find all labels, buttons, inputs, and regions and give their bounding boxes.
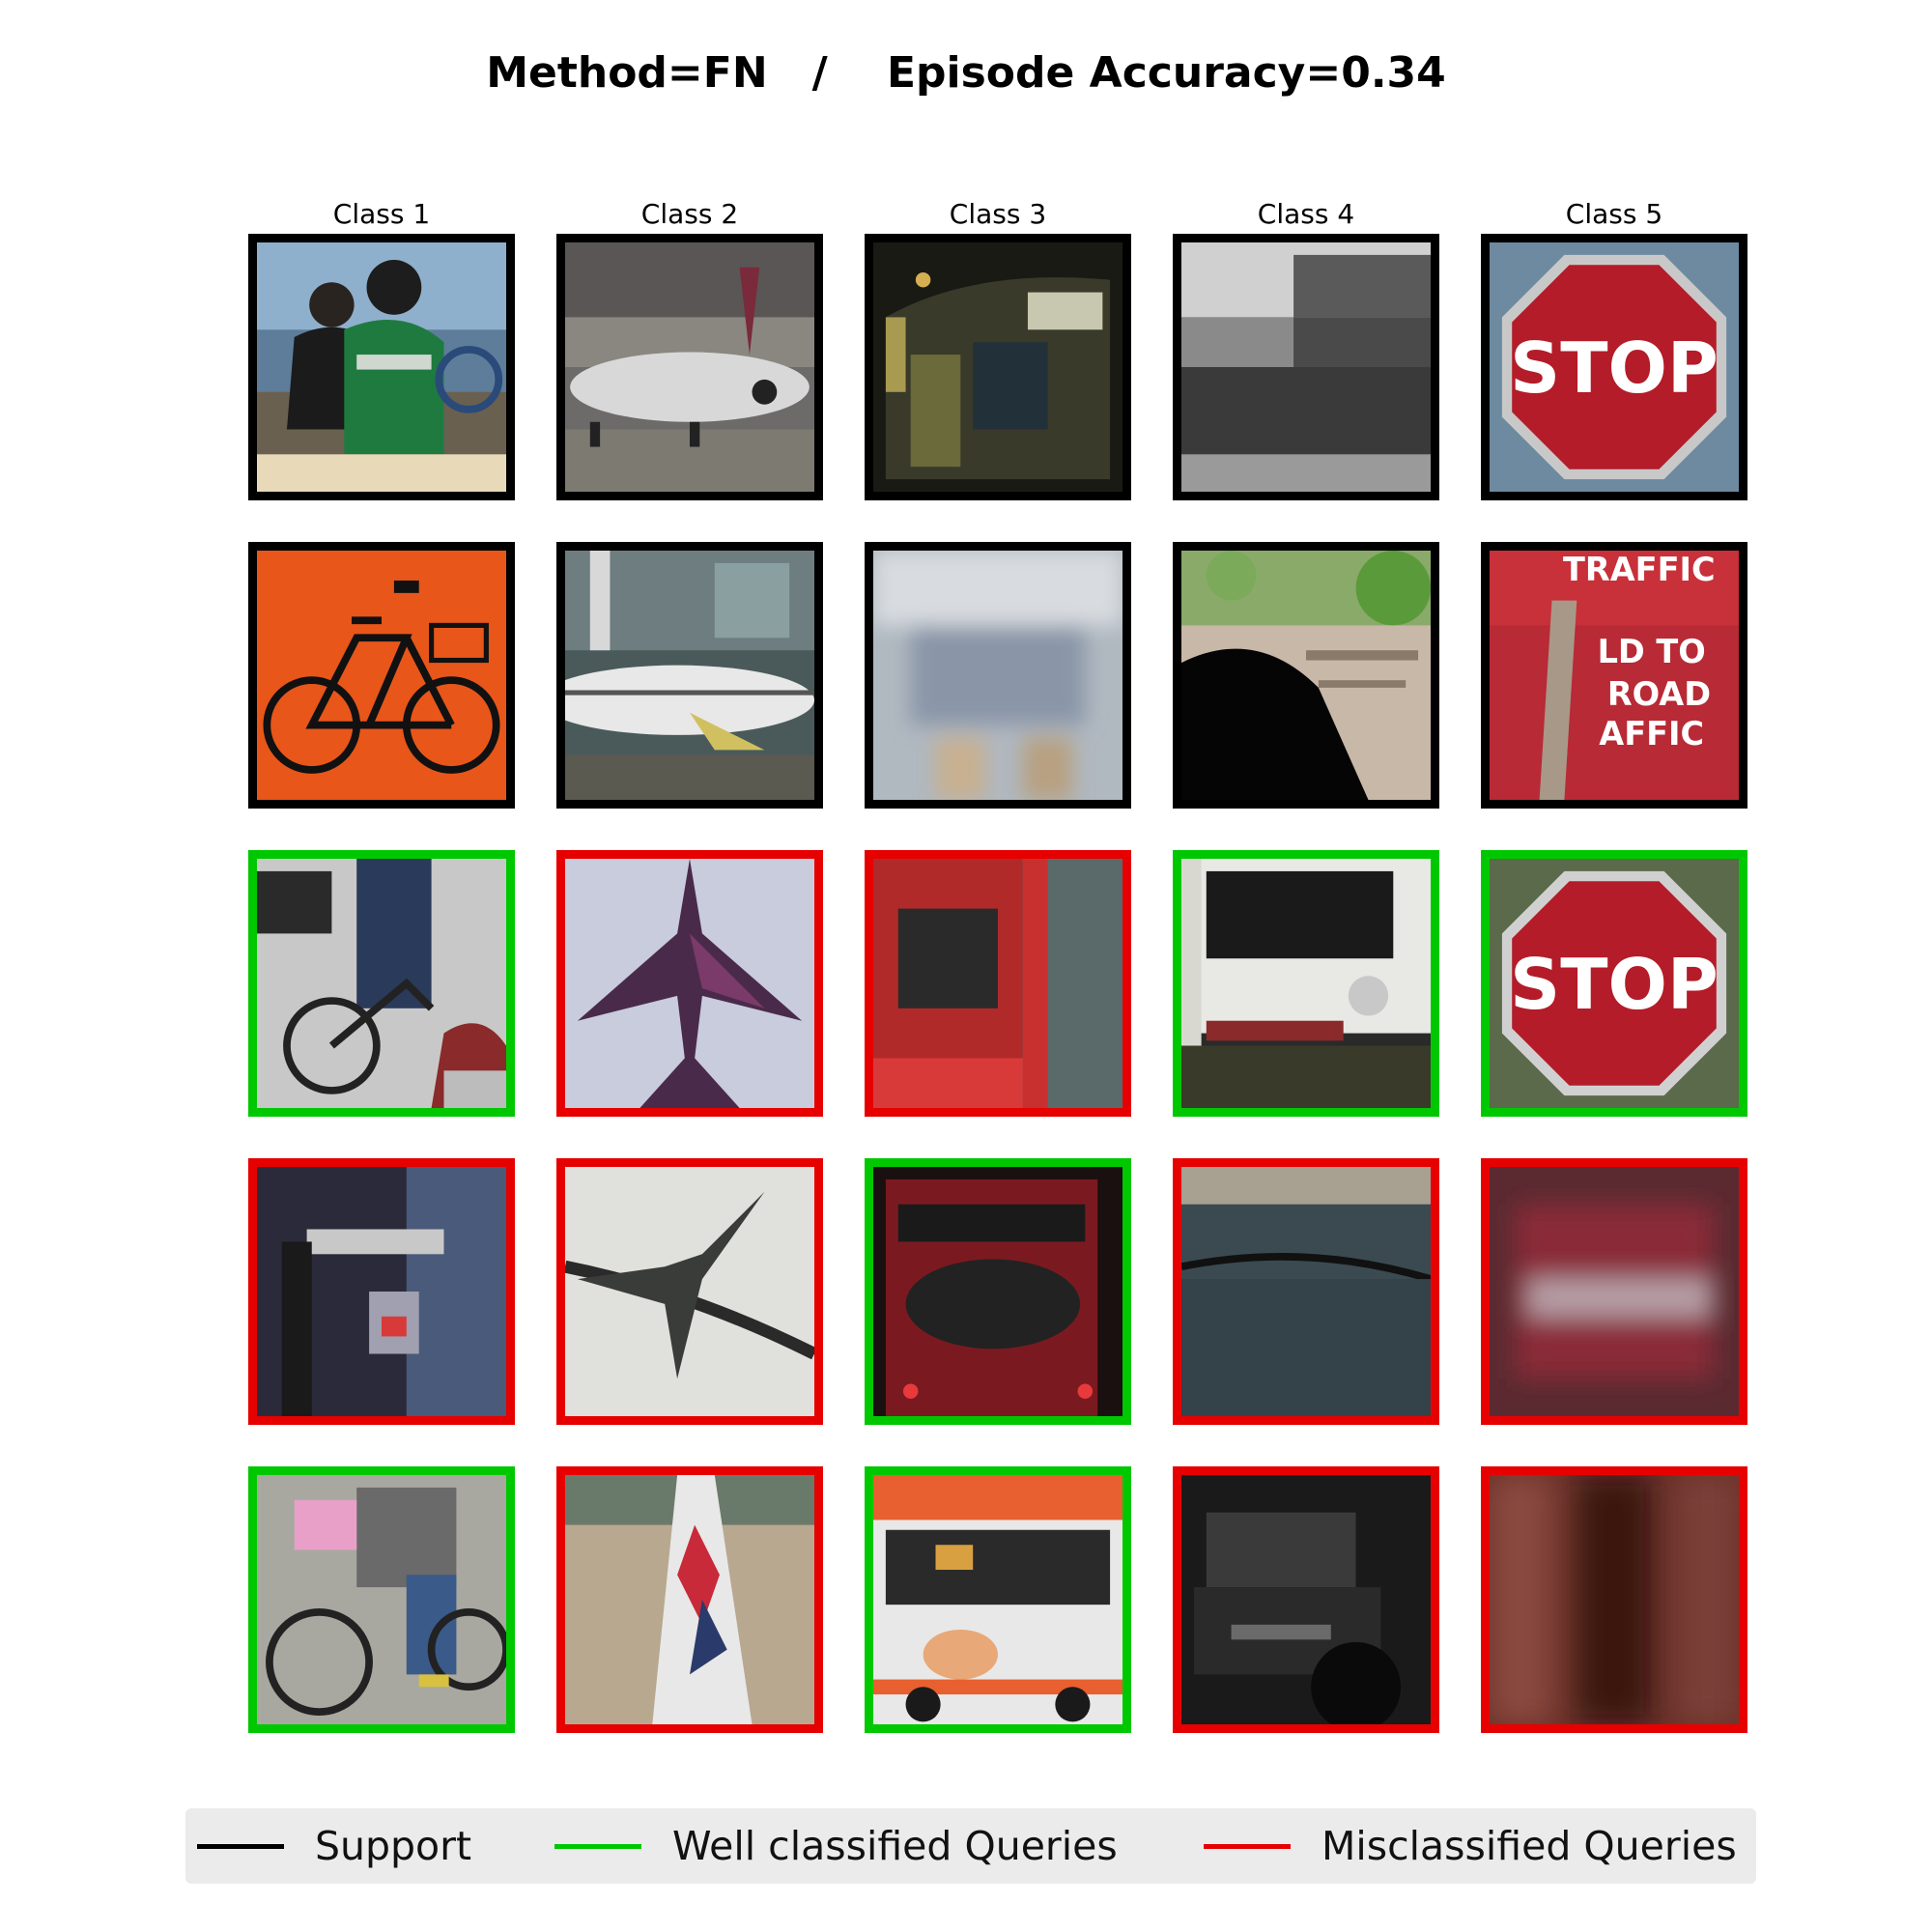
legend-line-mis — [1204, 1843, 1291, 1849]
grid-cell-person-green-jacket — [248, 234, 515, 500]
grid-cell-motorbike-rear — [248, 1158, 515, 1425]
grid-cell-cyclist-basket — [248, 1466, 515, 1733]
grid-cell-double-decker-bus — [865, 1158, 1131, 1425]
grid-cell-tree-and-sign — [1173, 542, 1439, 809]
grid-cell-airplane-wire — [556, 1158, 823, 1425]
grid-cell-grayscale-street — [1173, 234, 1439, 500]
column-label-class-3: Class 3 — [949, 198, 1047, 230]
grid-cell-red-bus-blurry — [865, 850, 1131, 1117]
traffic-sign-text-1: TRAFFIC — [1563, 551, 1716, 588]
column-label-class-2: Class 2 — [640, 198, 739, 230]
legend-label-mis: Misclassified Queries — [1321, 1823, 1737, 1869]
traffic-sign-text-3: ROAD — [1607, 675, 1711, 713]
traffic-sign-text-2: LD TO — [1598, 633, 1706, 670]
legend-label-well: Well classified Queries — [672, 1823, 1118, 1869]
legend: Support Well classified Queries Misclass… — [185, 1808, 1756, 1884]
legend-item-well: Well classified Queries — [554, 1808, 1118, 1884]
column-label-class-1: Class 1 — [332, 198, 431, 230]
legend-line-well — [554, 1843, 641, 1849]
legend-item-support: Support — [197, 1808, 471, 1884]
grid-cell-stop-sign-2: STOP — [1481, 850, 1747, 1117]
grid-cell-airplane-terminal — [556, 542, 823, 809]
traffic-sign-text-4: AFFIC — [1599, 715, 1704, 753]
grid-cell-blurry-brown — [1481, 1466, 1747, 1733]
grid-cell-traffic-sign: TRAFFIC LD TO ROAD AFFIC — [1481, 542, 1747, 809]
column-label-class-4: Class 4 — [1257, 198, 1355, 230]
grid-cell-jet-sky — [556, 850, 823, 1117]
stop-sign-text-2: STOP — [1510, 945, 1719, 1026]
grid-cell-blurry-vehicle — [865, 542, 1131, 809]
legend-label-support: Support — [315, 1823, 472, 1869]
grid-cell-stop-sign: STOP — [1481, 234, 1747, 500]
column-label-class-5: Class 5 — [1565, 198, 1663, 230]
stop-sign-text: STOP — [1510, 328, 1719, 410]
grid-cell-community-bus — [865, 1466, 1131, 1733]
grid-cell-dark-car — [1173, 1466, 1439, 1733]
figure-title: Method=FN / Episode Accuracy=0.34 — [486, 48, 1446, 98]
grid-cell-airplane-runway — [556, 234, 823, 500]
legend-item-mis: Misclassified Queries — [1204, 1808, 1737, 1884]
grid-cell-airplane-tail — [556, 1466, 823, 1733]
grid-cell-blurry-red-sign — [1481, 1158, 1747, 1425]
grid-cell-car-hood — [1173, 1158, 1439, 1425]
legend-line-support — [197, 1843, 284, 1849]
grid-cell-cyclist-street — [248, 850, 515, 1117]
grid-cell-bus-night — [865, 234, 1131, 500]
grid-cell-white-truck — [1173, 850, 1439, 1117]
grid-cell-bicycle-silhouette — [248, 542, 515, 809]
